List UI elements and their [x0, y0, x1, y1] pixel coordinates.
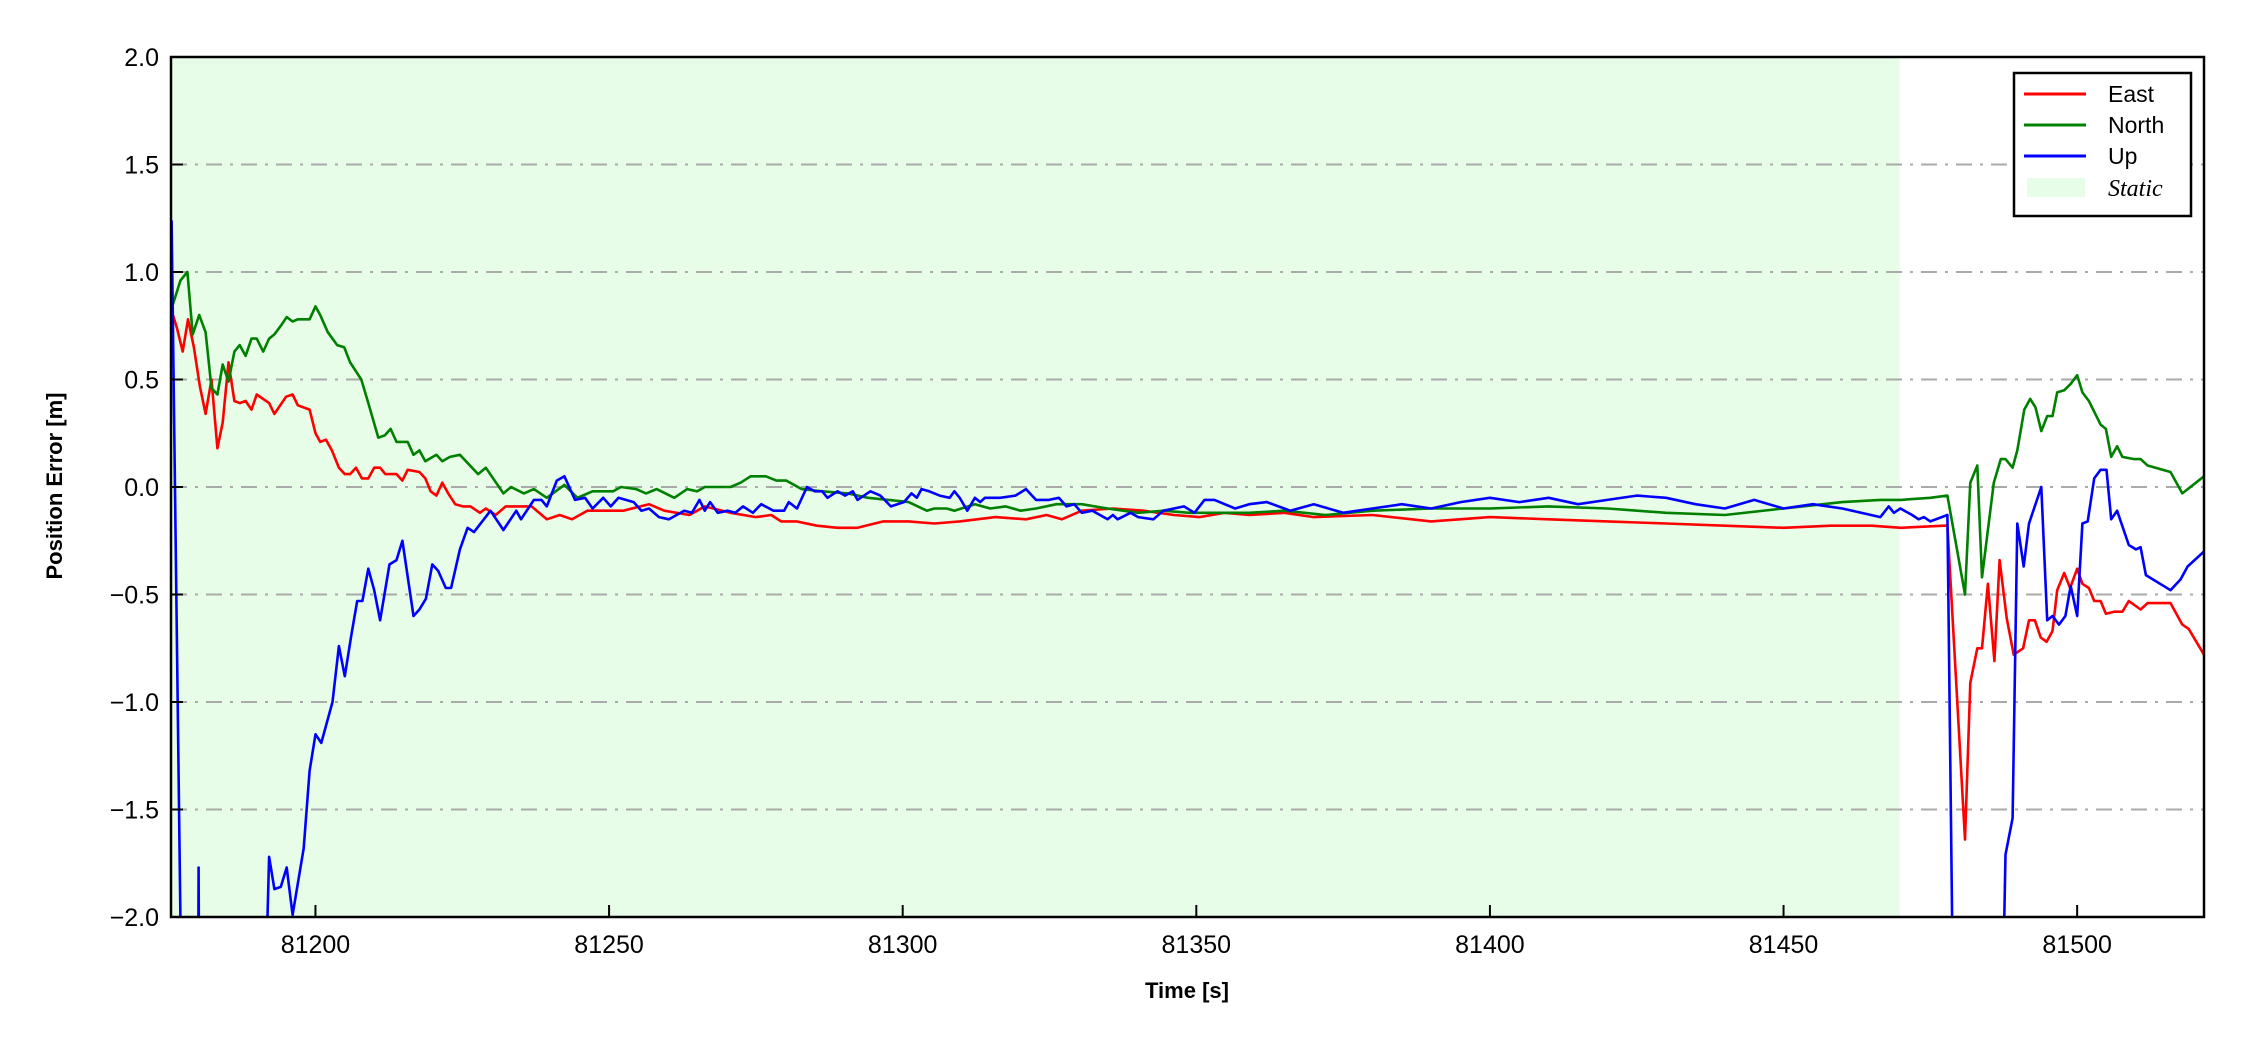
legend-label-north: North [2108, 112, 2164, 138]
x-tick-label: 81350 [1162, 931, 1232, 959]
y-tick-label: 0.5 [124, 367, 159, 395]
y-tick-label: −1.0 [110, 689, 159, 717]
legend-swatch-static [2027, 178, 2085, 197]
x-tick-label: 81400 [1455, 931, 1525, 959]
x-axis-label: Time [s] [1145, 978, 1229, 1003]
y-tick-label: 2.0 [124, 44, 159, 72]
legend-label-static: Static [2108, 176, 2163, 202]
grid [171, 163, 2204, 811]
y-tick-label: 0.0 [124, 474, 159, 502]
x-tick-label: 81200 [281, 931, 351, 959]
legend-label-east: East [2108, 81, 2155, 107]
legend-label-up: Up [2108, 143, 2137, 169]
x-tick-label: 81450 [1749, 931, 1819, 959]
y-tick-label: −1.5 [110, 797, 159, 825]
x-tick-label: 81300 [868, 931, 938, 959]
plot-frame [169, 55, 2206, 919]
x-tick-label: 81250 [574, 931, 644, 959]
y-tick-label: −2.0 [110, 904, 159, 932]
y-axis-label: Position Error [m] [42, 392, 67, 579]
series-line-east [171, 310, 2204, 841]
series-line-north [171, 270, 2204, 596]
y-tick-label: 1.0 [124, 259, 159, 287]
y-tick-label: 1.5 [124, 152, 159, 180]
y-tick-label: −0.5 [110, 582, 159, 610]
series-line-up [171, 220, 2204, 917]
legend: East North Up Static [2012, 71, 2193, 218]
x-tick-label: 81500 [2042, 931, 2112, 959]
